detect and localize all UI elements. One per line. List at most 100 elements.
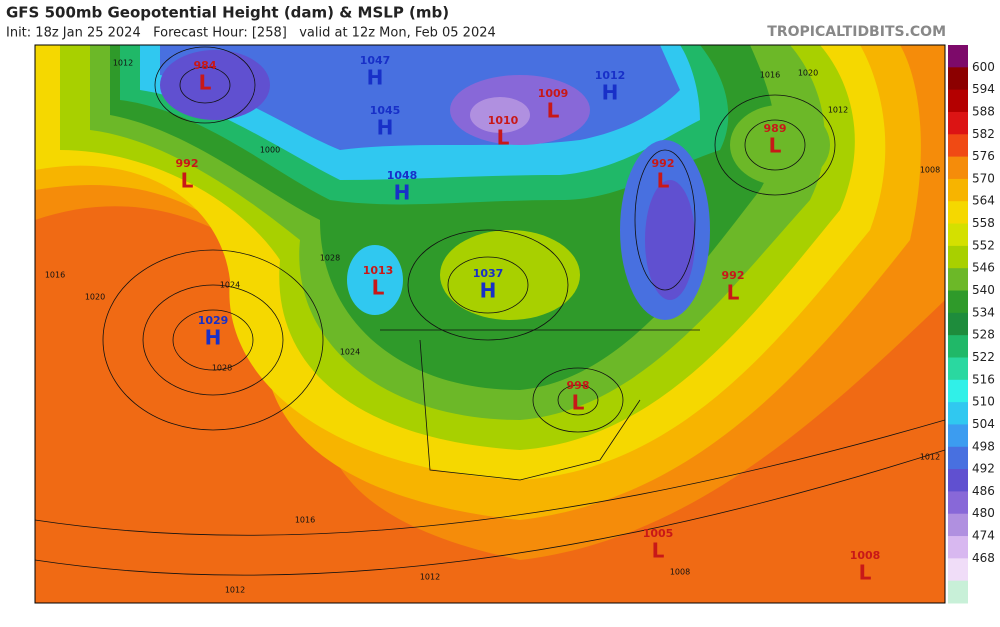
colorbar-label: 540 [972, 283, 995, 297]
colorbar-label: 480 [972, 506, 995, 520]
colorbar-swatch [948, 469, 968, 492]
pressure-letter: L [199, 71, 212, 95]
colorbar-swatch [948, 580, 968, 604]
pressure-value: 1012 [595, 69, 626, 82]
credit: TROPICALTIDBITS.COM [767, 24, 946, 40]
isobar-label: 1012 [920, 453, 940, 462]
colorbar-label: 594 [972, 82, 995, 96]
colorbar-swatch [948, 424, 968, 448]
colorbar-label: 522 [972, 350, 995, 364]
pressure-letter: H [480, 279, 497, 303]
colorbar-label: 486 [972, 484, 995, 498]
colorbar-label: 504 [972, 417, 995, 431]
colorbar-label: 558 [972, 216, 995, 230]
isobar-label: 1016 [295, 516, 315, 525]
colorbar-swatch [948, 89, 968, 113]
colorbar-swatch [948, 245, 968, 269]
colorbar-label: 528 [972, 328, 995, 342]
pressure-value: 1005 [643, 527, 674, 540]
colorbar-swatch [948, 223, 968, 247]
pressure-letter: H [377, 116, 394, 140]
colorbar: 600 594 588 582 576 570 564 558 552 546 540 534 528 5… [948, 45, 995, 604]
pressure-value: 1010 [488, 114, 519, 127]
pressure-letter: L [181, 169, 194, 193]
pressure-letter: L [372, 276, 385, 300]
colorbar-label: 582 [972, 127, 995, 141]
colorbar-swatch [948, 111, 968, 135]
isobar-label: 1012 [828, 106, 848, 115]
title: GFS 500mb Geopotential Height (dam) & MS… [6, 4, 449, 22]
isobar-label: 1016 [760, 71, 780, 80]
colorbar-label: 552 [972, 238, 995, 252]
pressure-value: 1048 [387, 169, 418, 182]
pressure-letter: L [657, 169, 670, 193]
colorbar-label: 516 [972, 372, 995, 386]
subtitle: Init: 18z Jan 25 2024 Forecast Hour: [25… [6, 26, 496, 41]
colorbar-label: 468 [972, 551, 995, 565]
colorbar-swatch [948, 402, 968, 425]
colorbar-swatch [948, 156, 968, 180]
colorbar-label: 492 [972, 462, 995, 476]
isobar-label: 1008 [670, 568, 690, 577]
map-frame [34, 44, 946, 604]
colorbar-swatch [948, 312, 968, 336]
colorbar-label: 546 [972, 261, 995, 275]
colorbar-swatch [948, 558, 968, 582]
pressure-value: 1045 [370, 104, 401, 117]
pressure-value: 984 [194, 59, 217, 72]
isobar-label: 1024 [220, 281, 240, 290]
isobar-label: 1000 [260, 146, 280, 155]
pressure-value: 1009 [538, 87, 569, 100]
colorbar-swatch [948, 357, 968, 381]
colorbar-swatch [948, 67, 968, 91]
colorbar-label: 534 [972, 305, 995, 319]
isobar-label: 1020 [798, 69, 818, 78]
colorbar-swatch [948, 201, 968, 225]
colorbar-label: 600 [972, 60, 995, 74]
isobar-label: 1012 [420, 573, 440, 582]
pressure-value: 1047 [360, 54, 391, 67]
colorbar-label: 576 [972, 149, 995, 163]
pressure-letter: H [205, 326, 222, 350]
pressure-value: 992 [176, 157, 199, 170]
isobars [35, 46, 945, 576]
pressure-centers: 984L992L1047H1045H1048H1013L1037H1029H10… [176, 54, 881, 585]
colorbar-swatch [948, 536, 968, 559]
colorbar-swatch [948, 446, 968, 470]
isobar-label: 1024 [340, 348, 360, 357]
colorbar-label: 510 [972, 395, 995, 409]
colorbar-label: 474 [972, 529, 995, 543]
pressure-letter: L [727, 281, 740, 305]
pressure-value: 992 [722, 269, 745, 282]
colorbar-label: 588 [972, 104, 995, 118]
pressure-letter: H [602, 81, 619, 105]
pressure-letter: L [859, 561, 872, 585]
pressure-letter: L [497, 126, 510, 150]
isobar-label: 1028 [320, 254, 340, 263]
pressure-value: 992 [652, 157, 675, 170]
colorbar-swatch [948, 513, 968, 537]
map [35, 45, 945, 603]
colorbar-swatch [948, 268, 968, 292]
isobar-label: 1012 [113, 59, 133, 68]
pressure-letter: H [394, 181, 411, 205]
pressure-value: 1013 [363, 264, 394, 277]
colorbar-label: 498 [972, 439, 995, 453]
isobar-label: 1008 [920, 166, 940, 175]
isobar-labels: 1012 1016 1020 1024 1028 1016 1012 1012 1012 1008… [45, 59, 940, 595]
pressure-value: 1029 [198, 314, 229, 327]
isobar-label: 1012 [225, 586, 245, 595]
pressure-value: 1008 [850, 549, 881, 562]
colorbar-swatch [948, 335, 968, 358]
colorbar-swatch [948, 134, 968, 158]
isobar-label: 1028 [212, 364, 232, 373]
pressure-letter: L [769, 134, 782, 158]
colorbar-swatch [948, 45, 968, 68]
colorbar-swatch [948, 379, 968, 403]
colorbar-swatch [948, 290, 968, 314]
isobar-label: 1020 [85, 293, 105, 302]
pressure-value: 989 [764, 122, 787, 135]
colorbar-label: 570 [972, 171, 995, 185]
